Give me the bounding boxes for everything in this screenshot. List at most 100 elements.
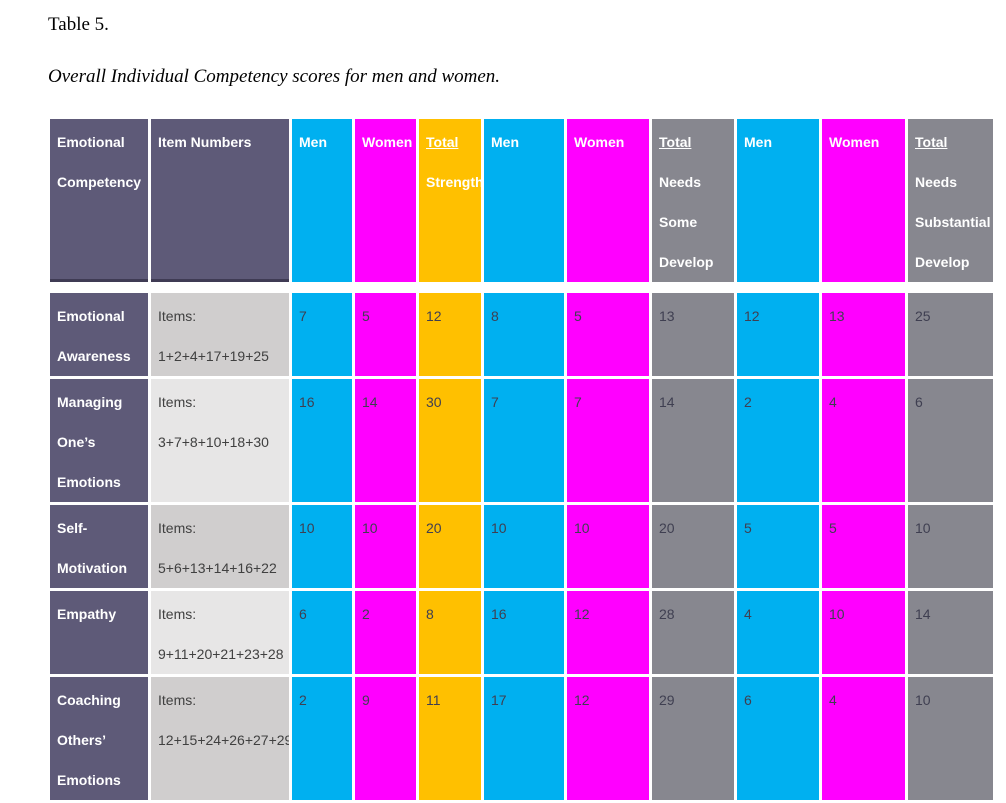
header-total-strength: Total Strength	[419, 119, 481, 282]
header-label: Total	[426, 134, 459, 150]
items-label: Items:	[158, 520, 197, 536]
value-total-strength: 11	[419, 677, 481, 800]
value-total-substantial-develop: 10	[908, 505, 993, 588]
value-women-strength: 14	[355, 379, 416, 502]
header-women-some-develop: Women	[567, 119, 649, 282]
value-men-substantial-develop: 4	[737, 591, 819, 674]
table-row-empathy: Empathy Items: 9+11+20+21+23+28 6 2 8 16 …	[50, 591, 993, 674]
value-total-some-develop: 28	[652, 591, 734, 674]
header-women-substantial-develop: Women	[822, 119, 905, 282]
row-label-cell: Managing One’s Emotions	[50, 379, 148, 502]
header-label: Women	[362, 134, 413, 150]
header-item-numbers: Item Numbers	[151, 119, 289, 282]
value-men-strength: 16	[292, 379, 352, 502]
header-label: Men	[744, 134, 772, 150]
header-sublabel: Strength	[426, 174, 481, 190]
value-men-strength: 2	[292, 677, 352, 800]
items-label: Items:	[158, 394, 197, 410]
header-sublabel: Needs Substantial Develop	[915, 174, 991, 270]
header-label: Emotional Competency	[57, 134, 142, 190]
value-men-some-develop: 16	[484, 591, 564, 674]
header-emotional-competency: Emotional Competency	[50, 119, 148, 282]
value-women-substantial-develop: 4	[822, 677, 905, 800]
table-row-coaching-others-emotions: Coaching Others’ Emotions Items: 12+15+24…	[50, 677, 993, 800]
header-label: Item Numbers	[158, 134, 252, 150]
items-cell: Items: 3+7+8+10+18+30	[151, 379, 289, 502]
value-men-some-develop: 10	[484, 505, 564, 588]
value-women-some-develop: 10	[567, 505, 649, 588]
items-label: Items:	[158, 692, 197, 708]
table-row-emotional-awareness: Emotional Awareness Items: 1+2+4+17+19+25…	[50, 293, 993, 376]
value-men-substantial-develop: 2	[737, 379, 819, 502]
value-men-strength: 6	[292, 591, 352, 674]
items-label: Items:	[158, 308, 197, 324]
value-women-substantial-develop: 13	[822, 293, 905, 376]
header-label: Men	[299, 134, 327, 150]
value-total-strength: 30	[419, 379, 481, 502]
header-men-some-develop: Men	[484, 119, 564, 282]
value-total-strength: 8	[419, 591, 481, 674]
header-women-strength: Women	[355, 119, 416, 282]
value-women-substantial-develop: 5	[822, 505, 905, 588]
header-label: Total	[915, 134, 948, 150]
value-women-strength: 9	[355, 677, 416, 800]
header-sublabel: Needs Some Develop	[659, 174, 714, 270]
value-men-some-develop: 7	[484, 379, 564, 502]
header-total-needs-substantial-develop: Total Needs Substantial Develop	[908, 119, 993, 282]
row-label-cell: Self- Motivation	[50, 505, 148, 588]
value-men-strength: 10	[292, 505, 352, 588]
items-cell: Items: 12+15+24+26+27+29	[151, 677, 289, 800]
header-row: Emotional Competency Item Numbers Men Wo…	[50, 119, 993, 282]
items-sum: 12+15+24+26+27+29	[158, 732, 289, 748]
value-women-some-develop: 5	[567, 293, 649, 376]
items-sum: 5+6+13+14+16+22	[158, 560, 277, 576]
value-women-some-develop: 12	[567, 591, 649, 674]
header-men-strength: Men	[292, 119, 352, 282]
value-total-some-develop: 29	[652, 677, 734, 800]
items-cell: Items: 1+2+4+17+19+25	[151, 293, 289, 376]
value-total-some-develop: 20	[652, 505, 734, 588]
items-cell: Items: 5+6+13+14+16+22	[151, 505, 289, 588]
header-label: Women	[574, 134, 625, 150]
header-label: Total	[659, 134, 692, 150]
value-total-some-develop: 13	[652, 293, 734, 376]
row-label-cell: Empathy	[50, 591, 148, 674]
items-label: Items:	[158, 606, 197, 622]
row-label-cell: Coaching Others’ Emotions	[50, 677, 148, 800]
table-number: Table 5.	[48, 14, 109, 35]
value-total-some-develop: 14	[652, 379, 734, 502]
value-men-some-develop: 17	[484, 677, 564, 800]
table-row-self-motivation: Self- Motivation Items: 5+6+13+14+16+22 1…	[50, 505, 993, 588]
header-total-needs-some-develop: Total Needs Some Develop	[652, 119, 734, 282]
header-men-substantial-develop: Men	[737, 119, 819, 282]
value-women-strength: 10	[355, 505, 416, 588]
competency-table: Emotional Competency Item Numbers Men Wo…	[47, 116, 996, 803]
value-total-strength: 12	[419, 293, 481, 376]
value-men-strength: 7	[292, 293, 352, 376]
items-sum: 9+11+20+21+23+28	[158, 646, 284, 662]
table-row-managing-ones-emotions: Managing One’s Emotions Items: 3+7+8+10+1…	[50, 379, 993, 502]
value-men-substantial-develop: 6	[737, 677, 819, 800]
value-women-some-develop: 7	[567, 379, 649, 502]
row-label-cell: Emotional Awareness	[50, 293, 148, 376]
table-caption: Overall Individual Competency scores for…	[48, 66, 501, 87]
header-body-gap	[50, 285, 993, 290]
value-women-substantial-develop: 10	[822, 591, 905, 674]
header-label: Women	[829, 134, 880, 150]
value-total-strength: 20	[419, 505, 481, 588]
header-label: Men	[491, 134, 519, 150]
value-women-strength: 5	[355, 293, 416, 376]
value-total-substantial-develop: 14	[908, 591, 993, 674]
value-total-substantial-develop: 10	[908, 677, 993, 800]
value-women-strength: 2	[355, 591, 416, 674]
value-total-substantial-develop: 25	[908, 293, 993, 376]
items-sum: 3+7+8+10+18+30	[158, 434, 269, 450]
value-men-substantial-develop: 12	[737, 293, 819, 376]
items-cell: Items: 9+11+20+21+23+28	[151, 591, 289, 674]
value-total-substantial-develop: 6	[908, 379, 993, 502]
value-men-some-develop: 8	[484, 293, 564, 376]
items-sum: 1+2+4+17+19+25	[158, 348, 269, 364]
value-men-substantial-develop: 5	[737, 505, 819, 588]
value-women-substantial-develop: 4	[822, 379, 905, 502]
value-women-some-develop: 12	[567, 677, 649, 800]
